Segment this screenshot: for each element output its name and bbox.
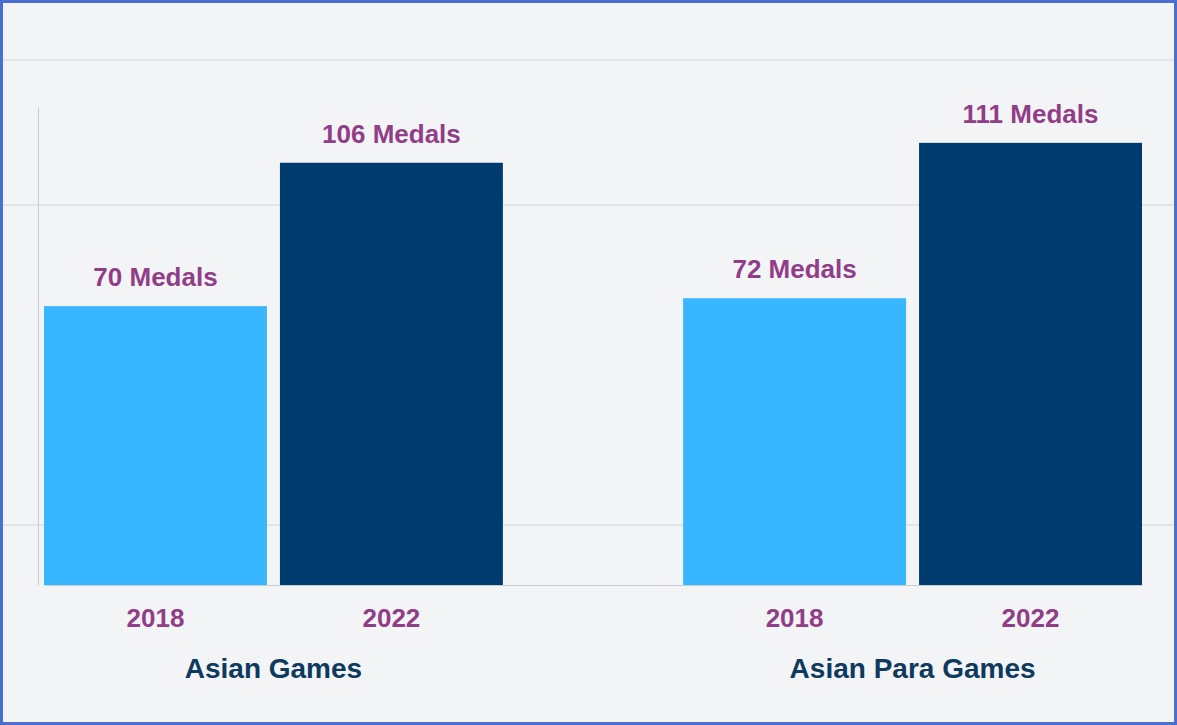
category-label: Asian Para Games bbox=[790, 653, 1036, 684]
series-label: 2018 bbox=[766, 603, 824, 633]
y-axis-line bbox=[38, 108, 39, 586]
tick: Asian Games bbox=[185, 585, 362, 684]
labels: 70 Medals 2018 72 Medals 2018 106 Medals 2022… bbox=[93, 99, 1098, 633]
series-label: 2022 bbox=[1002, 603, 1060, 633]
frame bbox=[2, 2, 1176, 724]
series-label: 2018 bbox=[127, 603, 185, 633]
series-label: 2022 bbox=[362, 603, 420, 633]
tick: Asian Para Games bbox=[790, 585, 1036, 684]
data-label: 106 Medals bbox=[322, 119, 461, 149]
data-label: 70 Medals bbox=[93, 262, 217, 292]
data-label: 72 Medals bbox=[732, 254, 856, 284]
bars bbox=[44, 143, 1142, 585]
x-axis: Asian Games Asian Para Games bbox=[45, 585, 1143, 684]
bar bbox=[44, 306, 267, 585]
data-label: 111 Medals bbox=[963, 99, 1099, 129]
chart: 70 Medals 2018 72 Medals 2018 106 Medals 2022… bbox=[0, 0, 1177, 725]
x-axis-line bbox=[45, 585, 1143, 586]
decoration bbox=[0, 59, 1177, 61]
background bbox=[0, 0, 1177, 725]
y-axis bbox=[38, 108, 39, 586]
category-label: Asian Games bbox=[185, 653, 362, 684]
bar bbox=[280, 163, 503, 585]
bar bbox=[919, 143, 1142, 585]
bar bbox=[683, 298, 906, 585]
